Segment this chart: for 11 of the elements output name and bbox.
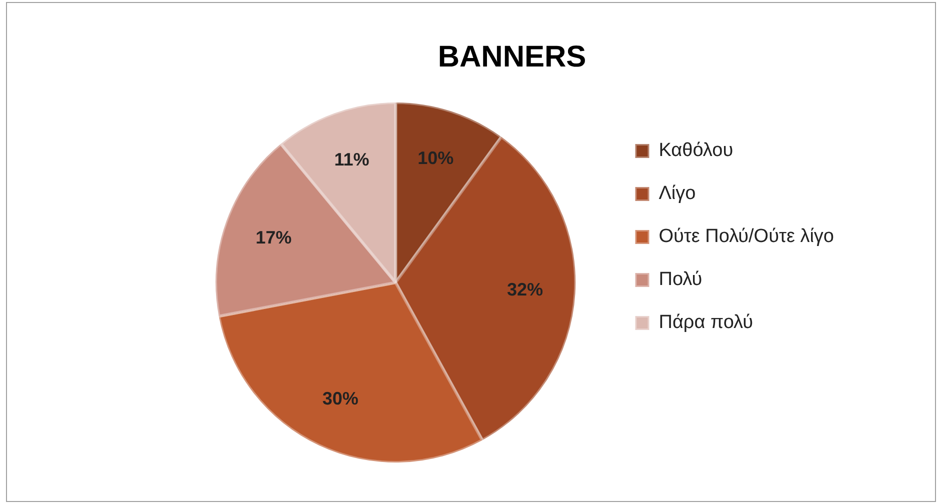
data-label: 30% [322, 388, 358, 409]
legend-label: Καθόλου [658, 140, 734, 162]
data-label: 32% [506, 280, 543, 300]
legend-label: Πολύ [658, 269, 702, 290]
legend-label: Πάρα πολύ [658, 312, 753, 334]
legend-label: Λίγο [658, 183, 696, 204]
legend-label: Ούτε Πολύ/Ούτε λίγο [658, 226, 834, 248]
data-label: 11% [334, 150, 370, 170]
chart-title: BANNERS [438, 40, 586, 74]
data-label: 10% [418, 148, 454, 168]
data-label: 17% [256, 228, 292, 248]
